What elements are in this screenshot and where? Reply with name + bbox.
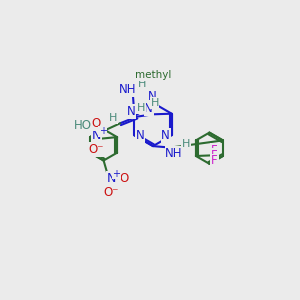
Text: N: N xyxy=(144,102,153,115)
Text: N: N xyxy=(161,129,170,142)
Text: NH: NH xyxy=(165,147,183,160)
Text: HO: HO xyxy=(74,119,92,132)
Text: methyl: methyl xyxy=(135,70,171,80)
Text: N: N xyxy=(92,129,101,142)
Text: H: H xyxy=(182,139,190,149)
Text: H: H xyxy=(138,79,146,89)
Text: +: + xyxy=(99,126,107,136)
Text: H: H xyxy=(150,98,159,108)
Text: N: N xyxy=(106,172,116,185)
Text: H: H xyxy=(137,103,145,113)
Text: F: F xyxy=(211,149,218,162)
Text: O: O xyxy=(119,172,128,185)
Text: H: H xyxy=(109,113,118,123)
Text: O: O xyxy=(92,117,101,130)
Text: NH: NH xyxy=(118,83,136,96)
Text: O⁻: O⁻ xyxy=(103,186,119,199)
Text: F: F xyxy=(211,143,218,157)
Text: N: N xyxy=(148,90,157,104)
Text: N: N xyxy=(127,105,136,118)
Text: +: + xyxy=(112,169,121,179)
Text: O⁻: O⁻ xyxy=(89,143,104,156)
Text: F: F xyxy=(211,154,218,167)
Text: N: N xyxy=(136,129,145,142)
